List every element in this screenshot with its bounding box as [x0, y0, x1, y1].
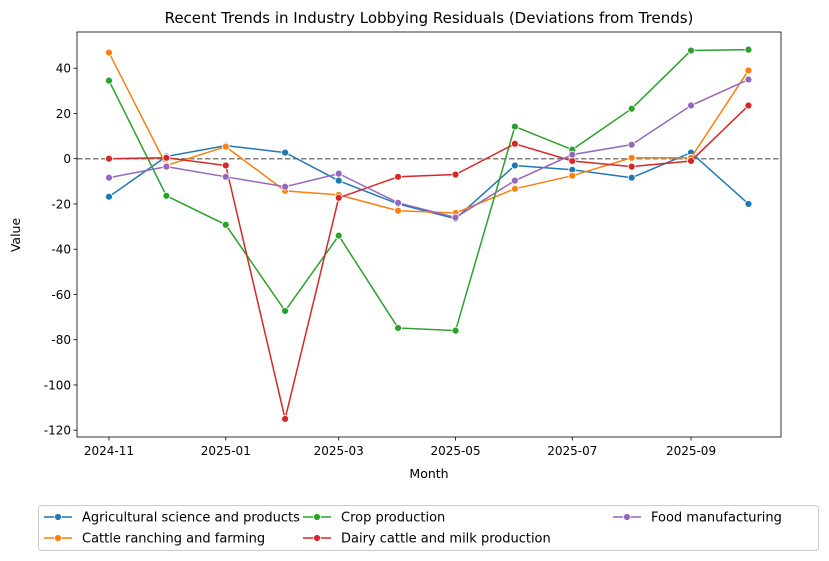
x-tick-label: 2025-05 — [430, 444, 480, 458]
data-point — [334, 169, 343, 178]
y-tick-label: -100 — [44, 378, 71, 392]
data-point — [687, 157, 695, 165]
data-point — [105, 48, 113, 57]
data-point — [105, 192, 113, 201]
data-point — [510, 139, 519, 148]
data-point — [281, 148, 290, 157]
y-tick-label: -20 — [51, 197, 71, 211]
legend-label: Dairy cattle and milk production — [341, 532, 551, 547]
legend-marker — [313, 513, 321, 521]
data-point — [221, 220, 230, 229]
data-point — [334, 231, 343, 240]
y-tick-label: -60 — [51, 288, 71, 302]
chart-title: Recent Trends in Industry Lobbying Resid… — [165, 9, 694, 27]
x-tick-label: 2025-01 — [201, 444, 251, 458]
x-tick-label: 2025-03 — [314, 444, 364, 458]
data-point — [105, 76, 113, 85]
data-point — [627, 173, 636, 182]
y-tick-label: 20 — [56, 107, 71, 121]
y-tick-label: 0 — [63, 152, 71, 166]
data-point — [105, 154, 113, 163]
series-line — [108, 104, 749, 420]
legend-label: Crop production — [341, 511, 445, 526]
legend-item: Agricultural science and products — [44, 511, 300, 526]
legend-item: Food manufacturing — [613, 511, 782, 526]
data-point — [221, 161, 230, 170]
axes-frame — [76, 31, 782, 438]
data-point — [394, 198, 402, 207]
data-point — [568, 171, 577, 180]
data-point — [687, 46, 695, 55]
y-tick-label: 40 — [56, 62, 71, 76]
data-point — [687, 101, 695, 110]
data-point — [744, 75, 753, 84]
series-4 — [105, 75, 753, 222]
y-tick-label: -40 — [51, 243, 71, 257]
legend-marker — [313, 534, 321, 542]
data-point — [568, 150, 577, 159]
x-tick-label: 2024-11 — [84, 444, 134, 458]
data-point — [394, 206, 402, 215]
series-2 — [105, 45, 753, 335]
legend-item: Dairy cattle and milk production — [303, 532, 551, 547]
x-tick-label: 2025-07 — [547, 444, 597, 458]
legend-item: Cattle ranching and farming — [44, 532, 265, 547]
series-line — [108, 144, 749, 220]
data-point — [510, 184, 519, 193]
data-point — [162, 162, 171, 171]
series-line — [108, 78, 749, 219]
plot-area: -120 -100 -80 -60 -40 -20 0 20 40 2024-11 2025-01 2… — [44, 31, 782, 458]
y-axis-label: Value — [8, 218, 23, 253]
data-point — [744, 200, 753, 208]
data-point — [510, 122, 519, 131]
data-point — [627, 104, 636, 113]
legend: Agricultural science and products Cattle … — [38, 505, 819, 551]
data-point — [627, 153, 636, 162]
data-point — [394, 324, 402, 332]
data-point — [162, 191, 171, 200]
data-point — [451, 213, 460, 222]
legend-marker — [54, 513, 62, 521]
data-point — [744, 66, 753, 75]
x-tick-label: 2025-09 — [666, 444, 716, 458]
data-point — [334, 176, 343, 185]
series-1 — [105, 48, 753, 217]
legend-label: Food manufacturing — [651, 511, 782, 526]
data-point — [451, 170, 460, 179]
series-line — [108, 48, 749, 332]
legend-label: Agricultural science and products — [82, 511, 300, 526]
series-line — [108, 52, 750, 214]
data-point — [744, 45, 753, 54]
data-point — [281, 307, 290, 315]
data-point — [334, 193, 343, 202]
data-point — [105, 173, 113, 182]
y-tick-label: -80 — [51, 333, 71, 347]
data-point — [744, 101, 753, 110]
data-point — [451, 326, 460, 335]
data-point — [221, 172, 230, 181]
legend-marker — [623, 513, 631, 521]
data-point — [627, 162, 636, 171]
legend-item: Crop production — [303, 511, 445, 526]
legend-marker — [54, 534, 62, 542]
x-axis-label: Month — [409, 466, 448, 481]
data-point — [394, 172, 402, 181]
data-point — [510, 176, 519, 185]
data-point — [281, 414, 290, 423]
data-point — [627, 140, 636, 149]
data-point — [162, 153, 171, 162]
data-point — [510, 161, 519, 170]
legend-label: Cattle ranching and farming — [82, 532, 265, 547]
data-point — [281, 182, 290, 191]
data-point — [221, 142, 230, 151]
y-tick-label: -120 — [44, 424, 71, 438]
